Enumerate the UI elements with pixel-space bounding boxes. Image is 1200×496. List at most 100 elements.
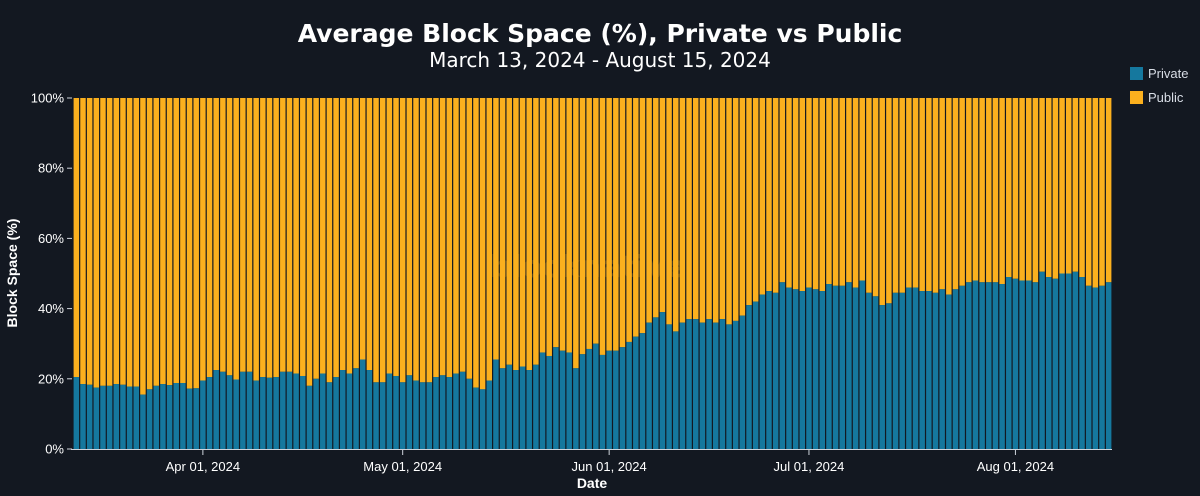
bar-public — [659, 98, 666, 313]
bar-private — [666, 324, 672, 449]
bar-public — [353, 98, 359, 369]
bar-public — [200, 98, 206, 381]
bar-private — [939, 289, 945, 449]
bar-public — [326, 98, 333, 383]
bar-private — [233, 379, 239, 449]
x-axis-title: Date — [577, 475, 608, 491]
bar-private — [246, 371, 253, 449]
bar-public — [1072, 98, 1079, 272]
bar-private — [366, 370, 373, 449]
bar-private — [926, 291, 932, 449]
bar-public — [126, 98, 133, 387]
bar-public — [613, 98, 619, 351]
bar-private — [566, 352, 572, 449]
bar-public — [120, 98, 126, 385]
bar-public — [513, 98, 519, 371]
bar-public — [766, 98, 772, 292]
bar-public — [300, 98, 306, 376]
bar-private — [919, 291, 925, 449]
bar-public — [406, 98, 413, 376]
chart-subtitle: March 13, 2024 - August 15, 2024 — [429, 48, 771, 72]
bar-public — [886, 98, 892, 304]
bar-public — [473, 98, 479, 388]
bar-public — [253, 98, 259, 381]
bar-private — [113, 384, 120, 449]
bar-private — [166, 385, 173, 449]
bar-public — [619, 98, 626, 348]
bar-private — [80, 384, 86, 449]
bar-public — [320, 98, 326, 374]
bar-public — [979, 98, 985, 283]
bar-public — [146, 98, 153, 390]
bar-private — [593, 343, 599, 449]
bar-public — [1012, 98, 1019, 279]
bar-private — [646, 322, 652, 449]
plot-area: 0% 20% 40% 60% 80% 100% Apr 01, 2024 May 01, 20… — [31, 91, 1112, 474]
bar-public — [972, 98, 979, 281]
bar-public — [879, 98, 885, 306]
bar-private — [839, 285, 845, 449]
bar-private — [912, 287, 919, 449]
bar-private — [772, 292, 779, 449]
bar-private — [253, 380, 259, 449]
bar-public — [1092, 98, 1099, 288]
bar-public — [100, 98, 106, 386]
bar-public — [779, 98, 786, 283]
bar-private — [433, 377, 439, 449]
legend-label: Private — [1148, 66, 1188, 81]
bar-private — [1065, 273, 1072, 449]
bar-private — [886, 303, 892, 449]
bar-private — [959, 285, 965, 449]
bar-public — [399, 98, 406, 383]
bar-public — [246, 98, 253, 372]
bar-public — [812, 98, 819, 290]
bar-private — [786, 287, 792, 449]
bar-private — [846, 282, 852, 449]
bar-public — [706, 98, 712, 320]
bar-public — [140, 98, 146, 395]
bar-private — [1012, 278, 1019, 449]
bar-private — [140, 394, 146, 449]
bar-private — [819, 291, 826, 449]
legend-swatch — [1130, 91, 1143, 104]
bar-public — [220, 98, 226, 372]
bar-private — [100, 385, 106, 449]
bar-public — [559, 98, 566, 351]
bar-private — [340, 370, 346, 449]
bar-private — [513, 370, 519, 449]
bar-public — [959, 98, 965, 286]
bar-public — [493, 98, 499, 360]
bar-private — [1059, 273, 1065, 449]
bar-public — [906, 98, 912, 288]
bar-public — [999, 98, 1005, 285]
bar-public — [792, 98, 799, 290]
bar-private — [1092, 287, 1099, 449]
bar-public — [293, 98, 299, 374]
bar-private — [686, 319, 692, 449]
bar-public — [186, 98, 193, 389]
bar-public — [486, 98, 492, 381]
bar-private — [473, 387, 479, 449]
bar-private — [1105, 282, 1112, 449]
bar-private — [699, 322, 706, 449]
bar-public — [686, 98, 692, 320]
legend: Private Public — [1130, 66, 1188, 105]
bar-public — [946, 98, 952, 295]
bar-private — [986, 282, 992, 449]
bar-private — [393, 375, 399, 449]
bar-private — [1019, 280, 1025, 449]
bar-public — [732, 98, 739, 321]
bar-public — [379, 98, 386, 383]
bar-public — [73, 98, 80, 378]
bar-public — [599, 98, 606, 355]
bar-private — [999, 284, 1005, 449]
bar-private — [93, 387, 100, 449]
bar-private — [220, 371, 226, 449]
bar-public — [1039, 98, 1045, 272]
bar-public — [393, 98, 399, 376]
bar-public — [1032, 98, 1039, 283]
bar-private — [73, 377, 80, 449]
bar-public — [419, 98, 426, 383]
bar-private — [1032, 282, 1039, 449]
bar-public — [712, 98, 719, 323]
